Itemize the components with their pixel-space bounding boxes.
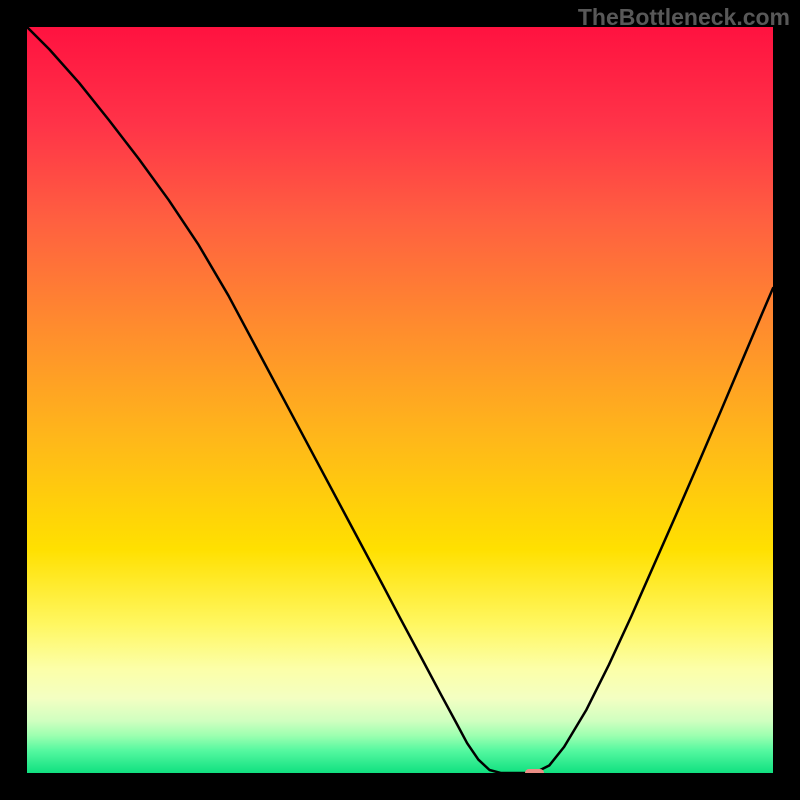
bottleneck-curve — [27, 27, 773, 773]
chart-container: TheBottleneck.com — [0, 0, 800, 800]
curve-layer — [27, 27, 773, 773]
watermark-text: TheBottleneck.com — [578, 4, 790, 31]
optimal-marker — [525, 769, 544, 773]
plot-area — [27, 27, 773, 773]
